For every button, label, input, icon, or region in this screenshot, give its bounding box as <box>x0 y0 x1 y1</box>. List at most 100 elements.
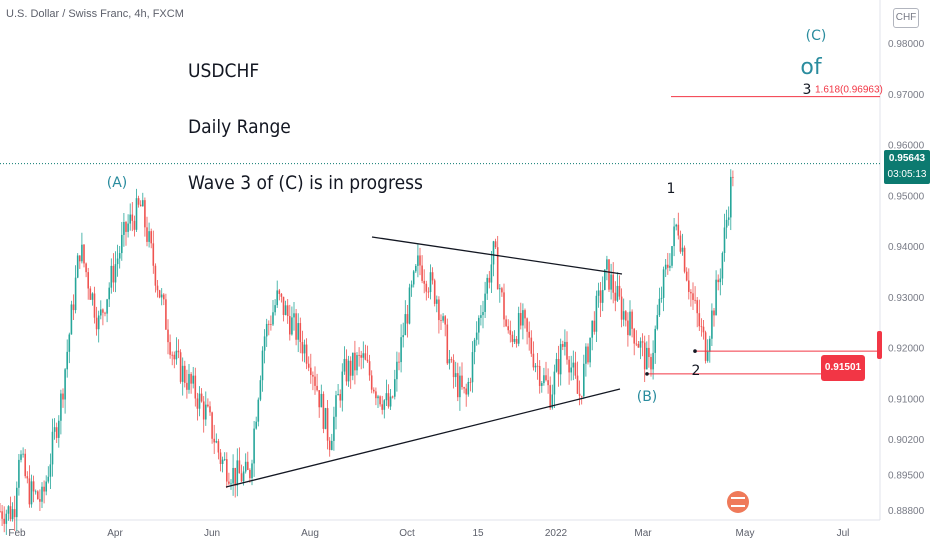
candle-body <box>108 287 110 300</box>
candle-body <box>606 259 608 270</box>
candle-body <box>459 375 461 398</box>
candle-body <box>358 355 360 356</box>
candle-body <box>530 337 533 354</box>
candle-body <box>618 285 621 297</box>
candle-body <box>648 347 650 358</box>
candle-body <box>276 290 278 306</box>
candle-body <box>188 374 190 390</box>
candle-body <box>295 313 297 340</box>
candle-body <box>74 277 77 311</box>
candle-body <box>240 473 243 482</box>
candle-body <box>713 310 715 316</box>
candle-body <box>457 373 459 398</box>
candle-body <box>513 338 516 342</box>
candle-body <box>158 290 161 298</box>
candle-body <box>66 351 68 370</box>
candle-body <box>604 269 606 290</box>
candle-body <box>725 219 728 228</box>
candle-body <box>631 311 633 329</box>
candle-body <box>629 311 631 336</box>
candle-body <box>423 280 425 284</box>
y-tick-label: 0.98000 <box>888 39 925 50</box>
candle-body <box>133 220 136 230</box>
candle-body <box>129 214 131 224</box>
candle-body <box>448 359 451 364</box>
candle-body <box>555 358 558 372</box>
candle-body <box>121 234 123 254</box>
candle-body <box>181 365 184 382</box>
candle-body <box>219 452 222 464</box>
candle-body <box>406 314 409 324</box>
support-level-label[interactable]: 0.91501 <box>821 355 865 381</box>
candle-body <box>664 264 667 270</box>
candle-body <box>377 396 379 399</box>
candle-body <box>526 318 528 332</box>
candle-body <box>391 396 394 398</box>
candle-body <box>135 198 138 230</box>
candle-body <box>95 317 98 330</box>
candle-body <box>148 231 150 242</box>
candle-body <box>163 294 165 300</box>
last-price-tag: 0.95643 03:05:13 <box>884 150 930 184</box>
candle-body <box>30 481 33 505</box>
support-line-upper-anchor <box>693 349 697 353</box>
candle-body <box>64 369 66 400</box>
candle-body <box>610 274 612 290</box>
candle-body <box>360 355 362 358</box>
candle-body <box>595 295 598 332</box>
candle-body <box>114 264 117 283</box>
tradingview-logo-icon[interactable] <box>727 491 749 513</box>
candle-body <box>505 319 507 327</box>
x-tick-label: 15 <box>472 528 484 539</box>
candle-body <box>144 200 146 228</box>
candle-body <box>202 401 205 420</box>
candle-body <box>270 324 272 325</box>
currency-badge[interactable]: CHF <box>893 8 919 28</box>
candle-body <box>215 441 218 443</box>
candle-body <box>196 398 199 409</box>
candle-body <box>404 314 407 336</box>
candle-body <box>566 341 568 360</box>
candle-body <box>362 353 365 358</box>
candle-body <box>639 341 642 348</box>
candle-body <box>37 491 39 500</box>
candle-body <box>517 313 520 344</box>
candle-body <box>41 486 43 502</box>
candle-body <box>730 176 732 218</box>
candle-body <box>679 235 682 252</box>
candle-body <box>268 323 270 325</box>
level-drag-handle[interactable] <box>877 331 882 359</box>
candle-body <box>305 344 308 364</box>
candle-body <box>667 264 669 268</box>
candle-body <box>494 241 497 248</box>
candle-body <box>72 304 75 311</box>
candle-body <box>20 454 22 460</box>
candle-body <box>463 387 465 389</box>
candle-body <box>442 316 444 321</box>
candle-body <box>471 352 474 383</box>
wave-label: 2 <box>692 363 701 379</box>
candle-body <box>643 342 646 370</box>
candle-body <box>545 375 547 381</box>
candle-body <box>574 362 577 376</box>
candle-body <box>553 371 556 395</box>
candle-body <box>251 463 253 479</box>
candle-body <box>53 427 56 432</box>
candle-body <box>289 316 291 335</box>
candle-body <box>452 360 455 378</box>
candle-body <box>192 375 194 384</box>
candle-body <box>400 337 402 363</box>
candle-body <box>22 453 24 455</box>
candle-body <box>572 362 575 368</box>
fib-extension-label: 1.618(0.96963) <box>815 85 883 96</box>
candle-body <box>429 272 432 293</box>
candle-body <box>711 310 713 339</box>
candle-body <box>446 324 449 364</box>
candle-body <box>646 347 648 370</box>
candle-body <box>612 274 614 293</box>
candle-body <box>473 339 476 353</box>
candle-body <box>700 326 703 328</box>
candle-body <box>169 342 171 355</box>
candle-body <box>499 288 501 290</box>
